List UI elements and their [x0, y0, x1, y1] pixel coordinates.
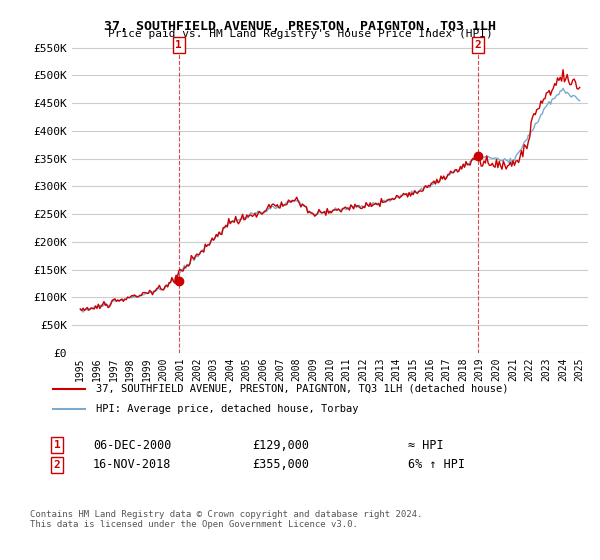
Text: £129,000: £129,000 — [252, 438, 309, 452]
Text: Price paid vs. HM Land Registry's House Price Index (HPI): Price paid vs. HM Land Registry's House … — [107, 29, 493, 39]
Text: HPI: Average price, detached house, Torbay: HPI: Average price, detached house, Torb… — [95, 404, 358, 414]
Text: 1: 1 — [175, 40, 182, 50]
Text: 1: 1 — [53, 440, 61, 450]
Text: 2: 2 — [53, 460, 61, 470]
Text: £355,000: £355,000 — [252, 458, 309, 472]
Text: 6% ↑ HPI: 6% ↑ HPI — [408, 458, 465, 472]
Text: ≈ HPI: ≈ HPI — [408, 438, 443, 452]
Text: 06-DEC-2000: 06-DEC-2000 — [93, 438, 172, 452]
Text: 16-NOV-2018: 16-NOV-2018 — [93, 458, 172, 472]
Text: 37, SOUTHFIELD AVENUE, PRESTON, PAIGNTON, TQ3 1LH (detached house): 37, SOUTHFIELD AVENUE, PRESTON, PAIGNTON… — [95, 384, 508, 394]
Text: 37, SOUTHFIELD AVENUE, PRESTON, PAIGNTON, TQ3 1LH: 37, SOUTHFIELD AVENUE, PRESTON, PAIGNTON… — [104, 20, 496, 32]
Text: Contains HM Land Registry data © Crown copyright and database right 2024.
This d: Contains HM Land Registry data © Crown c… — [30, 510, 422, 529]
Text: 2: 2 — [475, 40, 481, 50]
